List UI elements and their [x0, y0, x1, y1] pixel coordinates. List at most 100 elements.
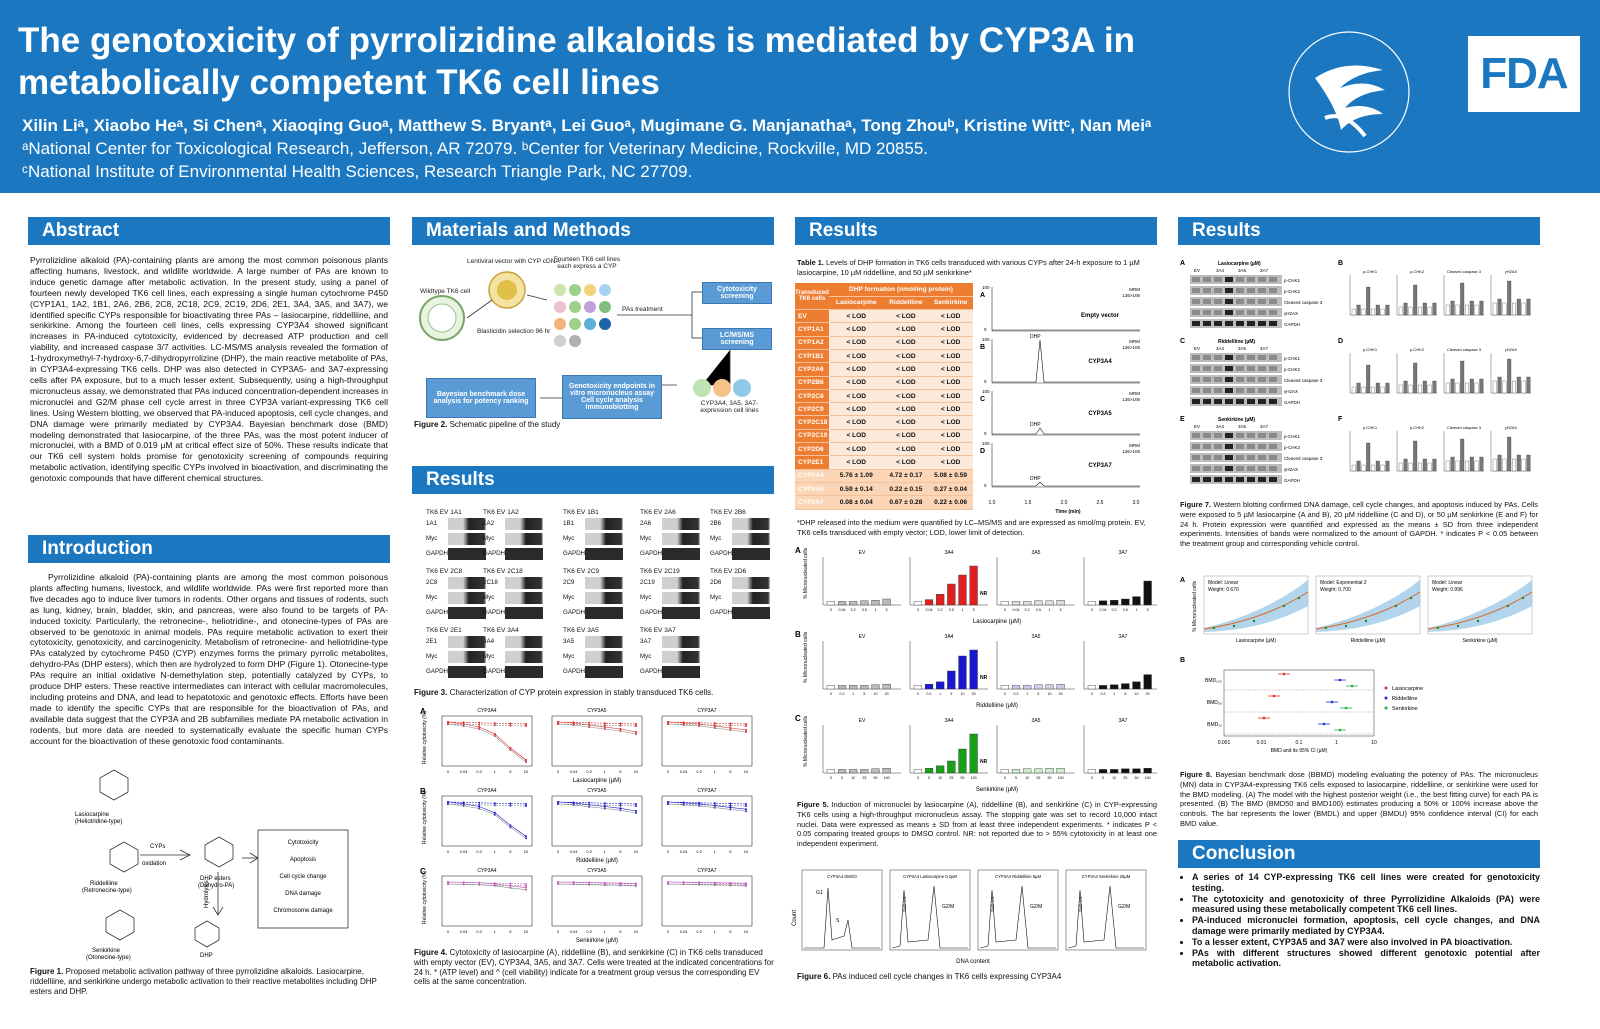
author-list: Xilin Liᵃ, Xiaobo Heᵃ, Si Chenᵃ, Xiaoqin…: [22, 116, 1152, 135]
blot-panel-1a1: TK6 EV 1A1 1A1 Myc GAPDH: [426, 509, 486, 561]
fig5-xtick: 5: [863, 692, 865, 696]
fig4-series-line: [447, 721, 527, 761]
blot-myc-label: Myc: [483, 594, 495, 601]
fig5-bar: [1056, 683, 1065, 690]
blot-band: [505, 635, 543, 648]
blot-myc-label: Myc: [563, 653, 575, 660]
fig4-xtick: 0.04: [570, 849, 579, 854]
table-1-row-label: CYP3A7: [795, 495, 829, 510]
fig5-xtick: 1: [961, 608, 963, 612]
table-1-row: CYP1A2 < LOD < LOD < LOD: [795, 336, 973, 350]
fig4-xtick: 10: [634, 849, 639, 854]
fig5-bar: [1023, 768, 1032, 774]
chrom-label: C: [980, 396, 985, 403]
fig7-band: [1203, 321, 1211, 326]
fig4-panel-title: CYP3A7: [697, 708, 716, 714]
fig7-bar: [1366, 442, 1371, 472]
fig5-nr-label: NR: [980, 675, 988, 681]
fig7-band: [1236, 366, 1244, 371]
fig5-xtick: 0: [1004, 776, 1006, 780]
fig4-plot-frame: [441, 875, 533, 927]
fig5-bar: [1143, 580, 1152, 606]
figure-3-caption: Figure 3. Characterization of CYP protei…: [414, 688, 714, 697]
fig4-xtick: 1: [714, 929, 717, 934]
fig7-bar: [1403, 380, 1408, 394]
fig8-point: [1297, 596, 1301, 600]
fig7-bar: [1408, 462, 1413, 472]
fig1-cyps-label: CYPs: [150, 844, 165, 850]
fig5-panel-title: 3A7: [1119, 634, 1128, 640]
fig4-point: [509, 802, 512, 805]
figure-1-caption: Figure 1. Proposed metabolic activation …: [30, 967, 377, 996]
fig5-xtick: 100: [1145, 776, 1151, 780]
fig7-bar: [1422, 302, 1427, 316]
fig7-bar: [1361, 308, 1366, 316]
blot-gapdh-label: GAPDH: [563, 609, 586, 616]
fig7-group: 3A5: [1238, 424, 1247, 429]
fig4-point: [525, 888, 527, 891]
fig7-bar: [1497, 376, 1502, 394]
chrom-y100: 100: [982, 389, 990, 394]
fig7-band: [1214, 310, 1222, 315]
fig5-xtick: 100: [884, 776, 890, 780]
chrom-y0: 0: [984, 483, 987, 488]
fig7-compound: Riddelliine (µM): [1218, 339, 1255, 345]
table-1-row: CYP3A5 0.59 ± 0.14 0.22 ± 0.15 0.27 ± 0.04: [795, 482, 973, 497]
fig6-peak-label: Sub-G1: [990, 896, 995, 912]
fig4-xtick: 1: [714, 769, 717, 774]
fig8-xlabel: Senkirkine (µM): [1462, 638, 1497, 644]
fig6-histogram-trace: [979, 885, 1056, 949]
fig7-band: [1203, 355, 1211, 360]
blot-gapdh-label: GAPDH: [563, 668, 586, 675]
fig5-xtick: 5: [1015, 776, 1017, 780]
fig4-point: [745, 810, 747, 813]
fig6-peak-label: Sub-G1: [902, 896, 907, 912]
table-1-row-label: CYP1A2: [795, 336, 829, 350]
fig7-band: [1247, 466, 1255, 471]
fig7-band: [1192, 466, 1200, 471]
fig4-series-line: [667, 883, 747, 887]
blot-panel-2c8: TK6 EV 2C8 2C8 Myc GAPDH: [426, 568, 486, 620]
blot-band: [505, 650, 543, 663]
fig7-band: [1214, 321, 1222, 326]
blot-cyp-label: 1A1: [426, 520, 438, 527]
fig7-bar: [1516, 454, 1521, 472]
chrom-mrm: MRM: [1129, 287, 1140, 292]
fig5-bar: [1110, 600, 1119, 606]
fig5-bar: [958, 574, 967, 606]
fig7-band: [1236, 377, 1244, 382]
fig7-bar: [1465, 382, 1469, 394]
blot-band: [662, 591, 700, 604]
blot-gapdh-label: GAPDH: [710, 609, 733, 616]
fig4-series-line: [667, 723, 747, 733]
fig4-series-line: [557, 723, 637, 727]
fig8-b-point: [1262, 716, 1266, 720]
fig4-series-line: [447, 803, 527, 839]
table-1-row: CYP2B6 < LOD < LOD < LOD: [795, 376, 973, 390]
fig5-bar: [1011, 601, 1021, 606]
figure-8-caption: Figure 8. Bayesian benchmark dose (BBMD)…: [1180, 770, 1538, 828]
fig6-title: CYP3A4 Lasiocarpine 0.2µM: [903, 874, 957, 879]
fig4-plot-frame: [661, 875, 753, 927]
blot-band: [585, 576, 623, 589]
blot-band: [448, 665, 486, 678]
fig7-bar: [1474, 382, 1479, 394]
fig1-outcome-3: Cell cycle change: [279, 874, 327, 880]
chrom-xtick: 2.5: [1097, 500, 1104, 506]
fig7-band: [1269, 477, 1277, 482]
fig7-band: [1269, 388, 1277, 393]
fig8-b-legend-dot: [1384, 686, 1388, 690]
fig4-xtick: 0.2: [696, 929, 702, 934]
fig7-band: [1258, 466, 1266, 471]
fig7-band: [1269, 355, 1277, 360]
fig5-xtick: 10: [960, 692, 964, 696]
blot-gapdh-label: GAPDH: [640, 668, 663, 675]
fig5-ylabel: % Micronucleated cells: [803, 715, 809, 767]
methods-heading: Materials and Methods: [412, 217, 774, 245]
fig5-bar: [1087, 601, 1096, 606]
blot-cyp-label: 1A2: [483, 520, 495, 527]
fig1-dehydro-pa: (Dehydro-PA): [198, 883, 234, 889]
figure-2-caption: Figure 2. Schematic pipeline of the stud…: [414, 420, 561, 429]
fig5-bar: [969, 649, 978, 690]
fig4-xtick: 0: [667, 769, 670, 774]
